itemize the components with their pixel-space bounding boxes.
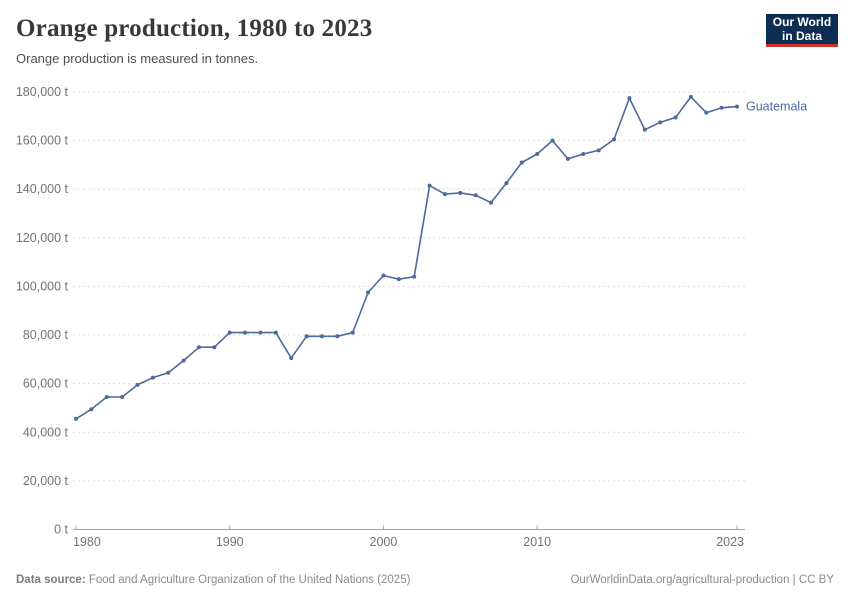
x-axis-label: 2010: [523, 535, 551, 549]
data-point: [89, 407, 94, 412]
owid-logo-line1: Our World: [772, 15, 832, 29]
chart-footer: Data source: Food and Agriculture Organi…: [16, 574, 834, 586]
data-point: [74, 416, 78, 421]
y-axis-label: 160,000 t: [16, 134, 69, 148]
data-point: [166, 370, 171, 375]
data-point: [565, 156, 570, 161]
data-point: [366, 290, 371, 295]
data-source-note: Data source: Food and Agriculture Organi…: [16, 574, 410, 586]
y-axis-label: 20,000 t: [23, 474, 69, 488]
data-point: [458, 190, 463, 195]
y-axis-label: 180,000 t: [16, 85, 69, 99]
data-point: [473, 193, 478, 198]
data-point: [688, 94, 693, 99]
data-point: [181, 358, 186, 363]
data-point: [273, 330, 278, 335]
data-point: [304, 334, 309, 339]
owid-logo-line2: in Data: [781, 29, 822, 43]
data-point: [135, 382, 140, 387]
chart-title: Orange production, 1980 to 2023: [16, 15, 373, 42]
y-axis-label: 40,000 t: [23, 425, 69, 439]
y-axis-label: 60,000 t: [23, 377, 69, 391]
data-point: [196, 345, 201, 350]
data-point: [442, 192, 447, 197]
credit-link[interactable]: OurWorldinData.org/agricultural-producti…: [570, 574, 834, 586]
data-point: [319, 334, 324, 339]
x-axis-label: 2000: [370, 535, 398, 549]
data-point: [120, 395, 125, 400]
data-point: [735, 104, 739, 109]
data-point: [535, 151, 540, 156]
chart-header: Orange production, 1980 to 2023 Orange p…: [16, 14, 834, 66]
x-axis-label: 2023: [716, 535, 744, 549]
y-axis-label: 0 t: [54, 523, 68, 537]
data-point: [596, 148, 601, 153]
data-point: [396, 277, 401, 282]
data-point: [612, 137, 617, 142]
data-source-text: Food and Agriculture Organization of the…: [85, 574, 411, 586]
x-axis-label: 1980: [73, 535, 101, 549]
data-point: [258, 330, 263, 335]
data-point: [350, 330, 355, 335]
x-axis-label: 1990: [216, 535, 244, 549]
data-point: [489, 200, 494, 205]
data-point: [658, 120, 663, 125]
chart-subtitle: Orange production is measured in tonnes.: [16, 51, 259, 66]
data-point: [673, 115, 678, 120]
guatemala-line[interactable]: [75, 96, 738, 420]
data-point: [704, 110, 709, 115]
data-point: [550, 138, 555, 143]
y-axis-label: 120,000 t: [16, 231, 69, 245]
data-point: [104, 395, 109, 400]
data-point: [381, 273, 386, 278]
data-source-label: Data source:: [16, 574, 86, 586]
owid-logo[interactable]: Our World in Data: [766, 14, 838, 47]
y-axis-label: 140,000 t: [16, 182, 69, 196]
data-point: [642, 127, 647, 132]
data-point: [335, 334, 340, 339]
series-label-guatemala[interactable]: Guatemala: [746, 100, 807, 114]
data-point: [227, 330, 232, 335]
data-point: [581, 151, 586, 156]
data-point: [289, 356, 294, 361]
data-point: [412, 274, 417, 279]
y-axis-label: 80,000 t: [23, 328, 69, 342]
data-point: [504, 181, 509, 186]
data-point: [427, 183, 432, 188]
data-point: [627, 96, 632, 101]
data-point: [150, 375, 155, 380]
y-axis-label: 100,000 t: [16, 279, 69, 293]
data-point: [519, 160, 524, 165]
data-point: [719, 105, 724, 110]
data-point: [243, 330, 248, 335]
data-point: [212, 345, 217, 350]
